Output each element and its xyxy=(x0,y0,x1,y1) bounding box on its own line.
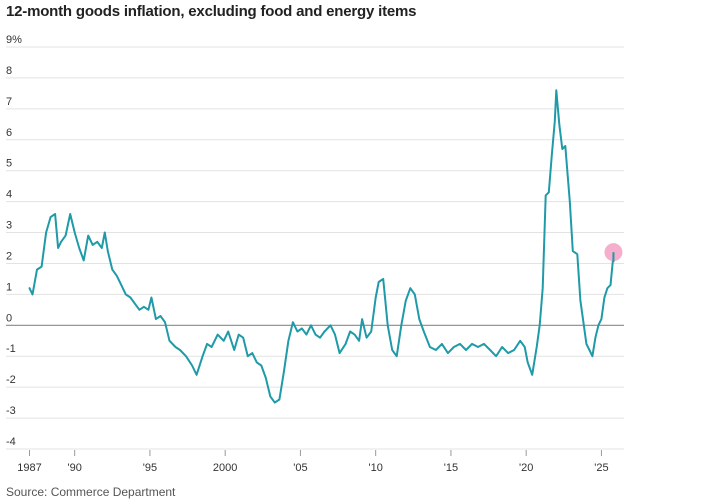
y-tick-label: 2 xyxy=(6,250,12,262)
gridlines xyxy=(6,46,624,450)
y-tick-label: 5 xyxy=(6,158,12,170)
line-chart: -4 -3 -2 -1 0 1 2 3 4 5 6 7 8 9% 1987 '90 '95 2000 '05 '10… xyxy=(6,34,624,474)
y-tick-label: 1 xyxy=(6,281,12,293)
x-tick-label: '10 xyxy=(369,462,383,474)
series-line xyxy=(28,89,615,404)
y-tick-label: 0 xyxy=(6,312,12,324)
x-tick-label: '95 xyxy=(143,462,157,474)
x-tick-label: 2000 xyxy=(213,462,237,474)
y-axis-ticks: -4 -3 -2 -1 0 1 2 3 4 5 6 7 8 9% xyxy=(6,34,22,448)
x-tick-label: '25 xyxy=(594,462,608,474)
x-tick-label: 1987 xyxy=(17,462,41,474)
series-group xyxy=(28,89,615,404)
x-tick-label: '15 xyxy=(444,462,458,474)
y-tick-label: 3 xyxy=(6,220,12,232)
x-tick-label: '20 xyxy=(519,462,533,474)
y-tick-label: -3 xyxy=(6,405,16,417)
source-note: Source: Commerce Department xyxy=(6,485,176,499)
highlight-group xyxy=(604,243,623,263)
y-tick-label: 8 xyxy=(6,65,12,77)
x-tick-label: '90 xyxy=(68,462,82,474)
y-tick-label: 7 xyxy=(6,96,12,108)
y-tick-label: 9% xyxy=(6,34,22,46)
x-tick-label: '05 xyxy=(293,462,307,474)
y-tick-label: -2 xyxy=(6,374,16,386)
x-axis-ticks: 1987 '90 '95 2000 '05 '10 '15 '20 '25 xyxy=(17,450,609,474)
chart-title: 12-month goods inflation, excluding food… xyxy=(6,3,417,20)
y-tick-label: -1 xyxy=(6,343,16,355)
y-tick-label: 4 xyxy=(6,189,12,201)
y-tick-label: 6 xyxy=(6,127,12,139)
y-tick-label: -4 xyxy=(6,436,16,448)
